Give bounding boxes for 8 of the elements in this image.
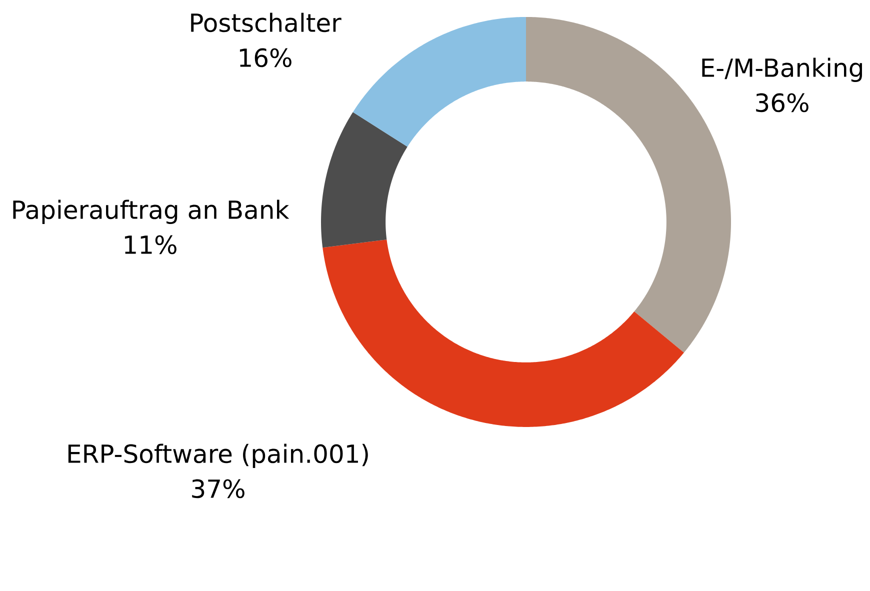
data-label: 16% [240,48,292,68]
data-label: 37% [192,479,244,498]
slice-label: Papierauftrag an Bank [13,200,290,224]
data-label: 11% [124,235,176,254]
slice-label: E-/M-Banking [702,58,862,82]
slice-label: Postschalter [191,12,342,32]
data-label: 36% [756,93,808,112]
slice-label: ERP-Software (pain.001) [68,444,368,468]
